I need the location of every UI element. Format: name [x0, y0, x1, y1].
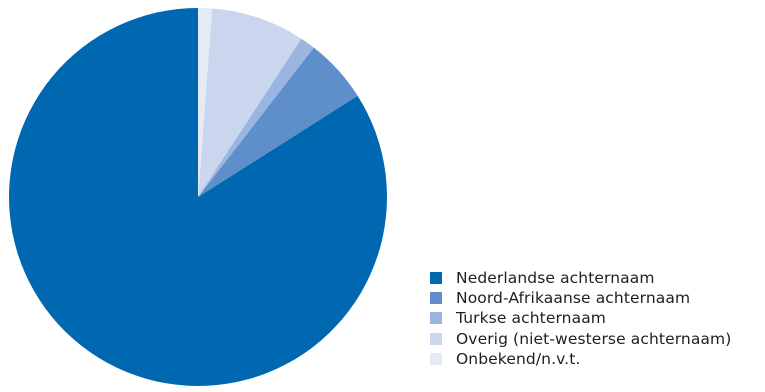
legend-label: Nederlandse achternaam — [456, 269, 655, 288]
legend-swatch — [430, 292, 442, 305]
legend-label: Noord-Afrikaanse achternaam — [456, 289, 691, 308]
legend-item: Overig (niet-westerse achternaam) — [430, 329, 731, 349]
pie-slice — [198, 47, 358, 197]
pie-slice — [198, 38, 314, 198]
legend-item: Noord-Afrikaanse achternaam — [430, 288, 731, 308]
pie-slice — [9, 8, 388, 387]
pie-slices — [9, 8, 388, 387]
legend-label: Turkse achternaam — [456, 309, 607, 328]
legend-swatch — [430, 332, 442, 345]
legend-item: Onbekend/n.v.t. — [430, 349, 731, 369]
legend: Nederlandse achternaam Noord-Afrikaanse … — [430, 268, 731, 369]
legend-label: Onbekend/n.v.t. — [456, 349, 581, 368]
legend-swatch — [430, 352, 442, 365]
legend-label: Overig (niet-westerse achternaam) — [456, 329, 732, 348]
legend-swatch — [430, 272, 442, 285]
pie-slice — [198, 8, 302, 198]
legend-item: Nederlandse achternaam — [430, 268, 731, 288]
pie-slice — [198, 8, 213, 197]
legend-item: Turkse achternaam — [430, 308, 731, 328]
legend-swatch — [430, 312, 442, 325]
